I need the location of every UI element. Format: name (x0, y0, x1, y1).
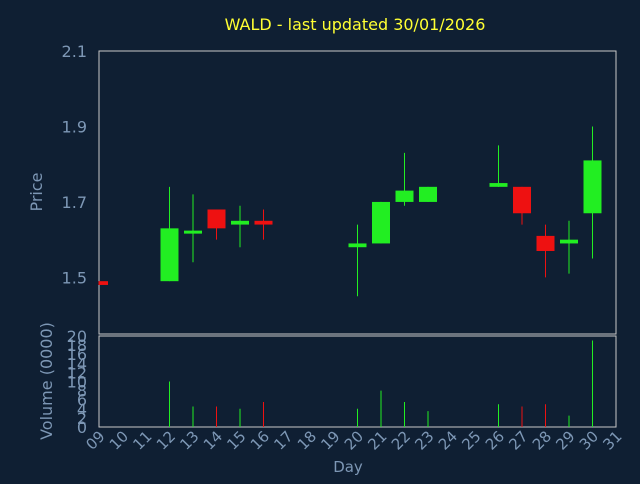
volume-tick-label: 12 (67, 363, 87, 382)
chart-title: WALD - last updated 30/01/2026 (225, 15, 486, 34)
x-tick-label: 11 (129, 427, 155, 453)
candle-body (536, 235, 555, 251)
candle (583, 126, 602, 259)
candle (489, 145, 508, 187)
x-tick-label: 14 (200, 427, 226, 453)
candle (207, 209, 226, 240)
candle (231, 205, 249, 248)
x-tick-label: 27 (505, 427, 531, 453)
x-tick-label: 28 (529, 427, 555, 453)
candle (513, 186, 531, 225)
candle (348, 224, 367, 297)
price-tick-label: 1.9 (62, 117, 87, 136)
price-panel-frame (98, 50, 617, 335)
volume-tick-label: 2 (77, 409, 87, 428)
x-tick-label: 23 (411, 427, 437, 453)
x-tick-label: 15 (223, 427, 249, 453)
x-tick-label: 12 (153, 427, 179, 453)
candle-body (583, 160, 602, 214)
candle (372, 201, 390, 244)
volume-tick-label: 4 (77, 400, 87, 419)
x-tick-label: 17 (270, 427, 296, 453)
x-axis-label: Day (333, 458, 363, 476)
x-tick-label: 31 (599, 427, 625, 453)
candle-body (395, 190, 414, 202)
x-tick-label: 24 (435, 427, 461, 453)
x-tick-label: 30 (576, 427, 602, 453)
x-tick-label: 13 (176, 427, 202, 453)
candle (184, 194, 202, 263)
candle-body (184, 230, 202, 234)
price-axis-label: Price (27, 172, 46, 211)
volume-bars (169, 340, 593, 427)
candle (98, 281, 108, 285)
price-tick-label: 1.7 (62, 193, 87, 212)
volume-tick-label: 10 (67, 373, 87, 392)
volume-tick-label: 6 (77, 391, 87, 410)
x-tick-label: 29 (552, 427, 578, 453)
candle (536, 224, 555, 278)
candle-body (419, 186, 437, 202)
volume-tick-label: 14 (67, 354, 87, 373)
volume-tick-label: 0 (77, 418, 87, 437)
candles (98, 126, 602, 297)
x-tick-label: 19 (317, 427, 343, 453)
x-tick-label: 21 (364, 427, 390, 453)
x-tick-label: 18 (294, 427, 320, 453)
volume-tick-label: 18 (67, 336, 87, 355)
candle (395, 152, 414, 206)
candle-body (513, 186, 531, 214)
volume-tick-label: 8 (77, 382, 87, 401)
x-tick-label: 10 (106, 427, 132, 453)
x-tick-label: 16 (247, 427, 273, 453)
candle (254, 209, 273, 240)
candle-body (560, 239, 578, 244)
candle-body (231, 220, 249, 225)
x-tick-label: 25 (458, 427, 484, 453)
candle-body (160, 228, 179, 282)
candle-body (348, 243, 367, 248)
price-tick-label: 2.1 (62, 42, 87, 61)
price-tick-label: 1.5 (62, 268, 87, 287)
candle-body (372, 201, 390, 244)
candle-body (207, 209, 226, 229)
candle (419, 186, 437, 202)
candle (560, 220, 578, 274)
x-tick-label: 22 (388, 427, 414, 453)
volume-tick-label: 20 (67, 327, 87, 346)
candle (160, 186, 179, 282)
x-tick-label: 26 (482, 427, 508, 453)
candle-body (99, 281, 108, 285)
candle-body (254, 220, 273, 225)
candle-body (489, 183, 508, 187)
x-tick-label: 20 (341, 427, 367, 453)
volume-tick-label: 16 (67, 345, 87, 364)
volume-axis-label: Volume (0000) (37, 322, 56, 440)
